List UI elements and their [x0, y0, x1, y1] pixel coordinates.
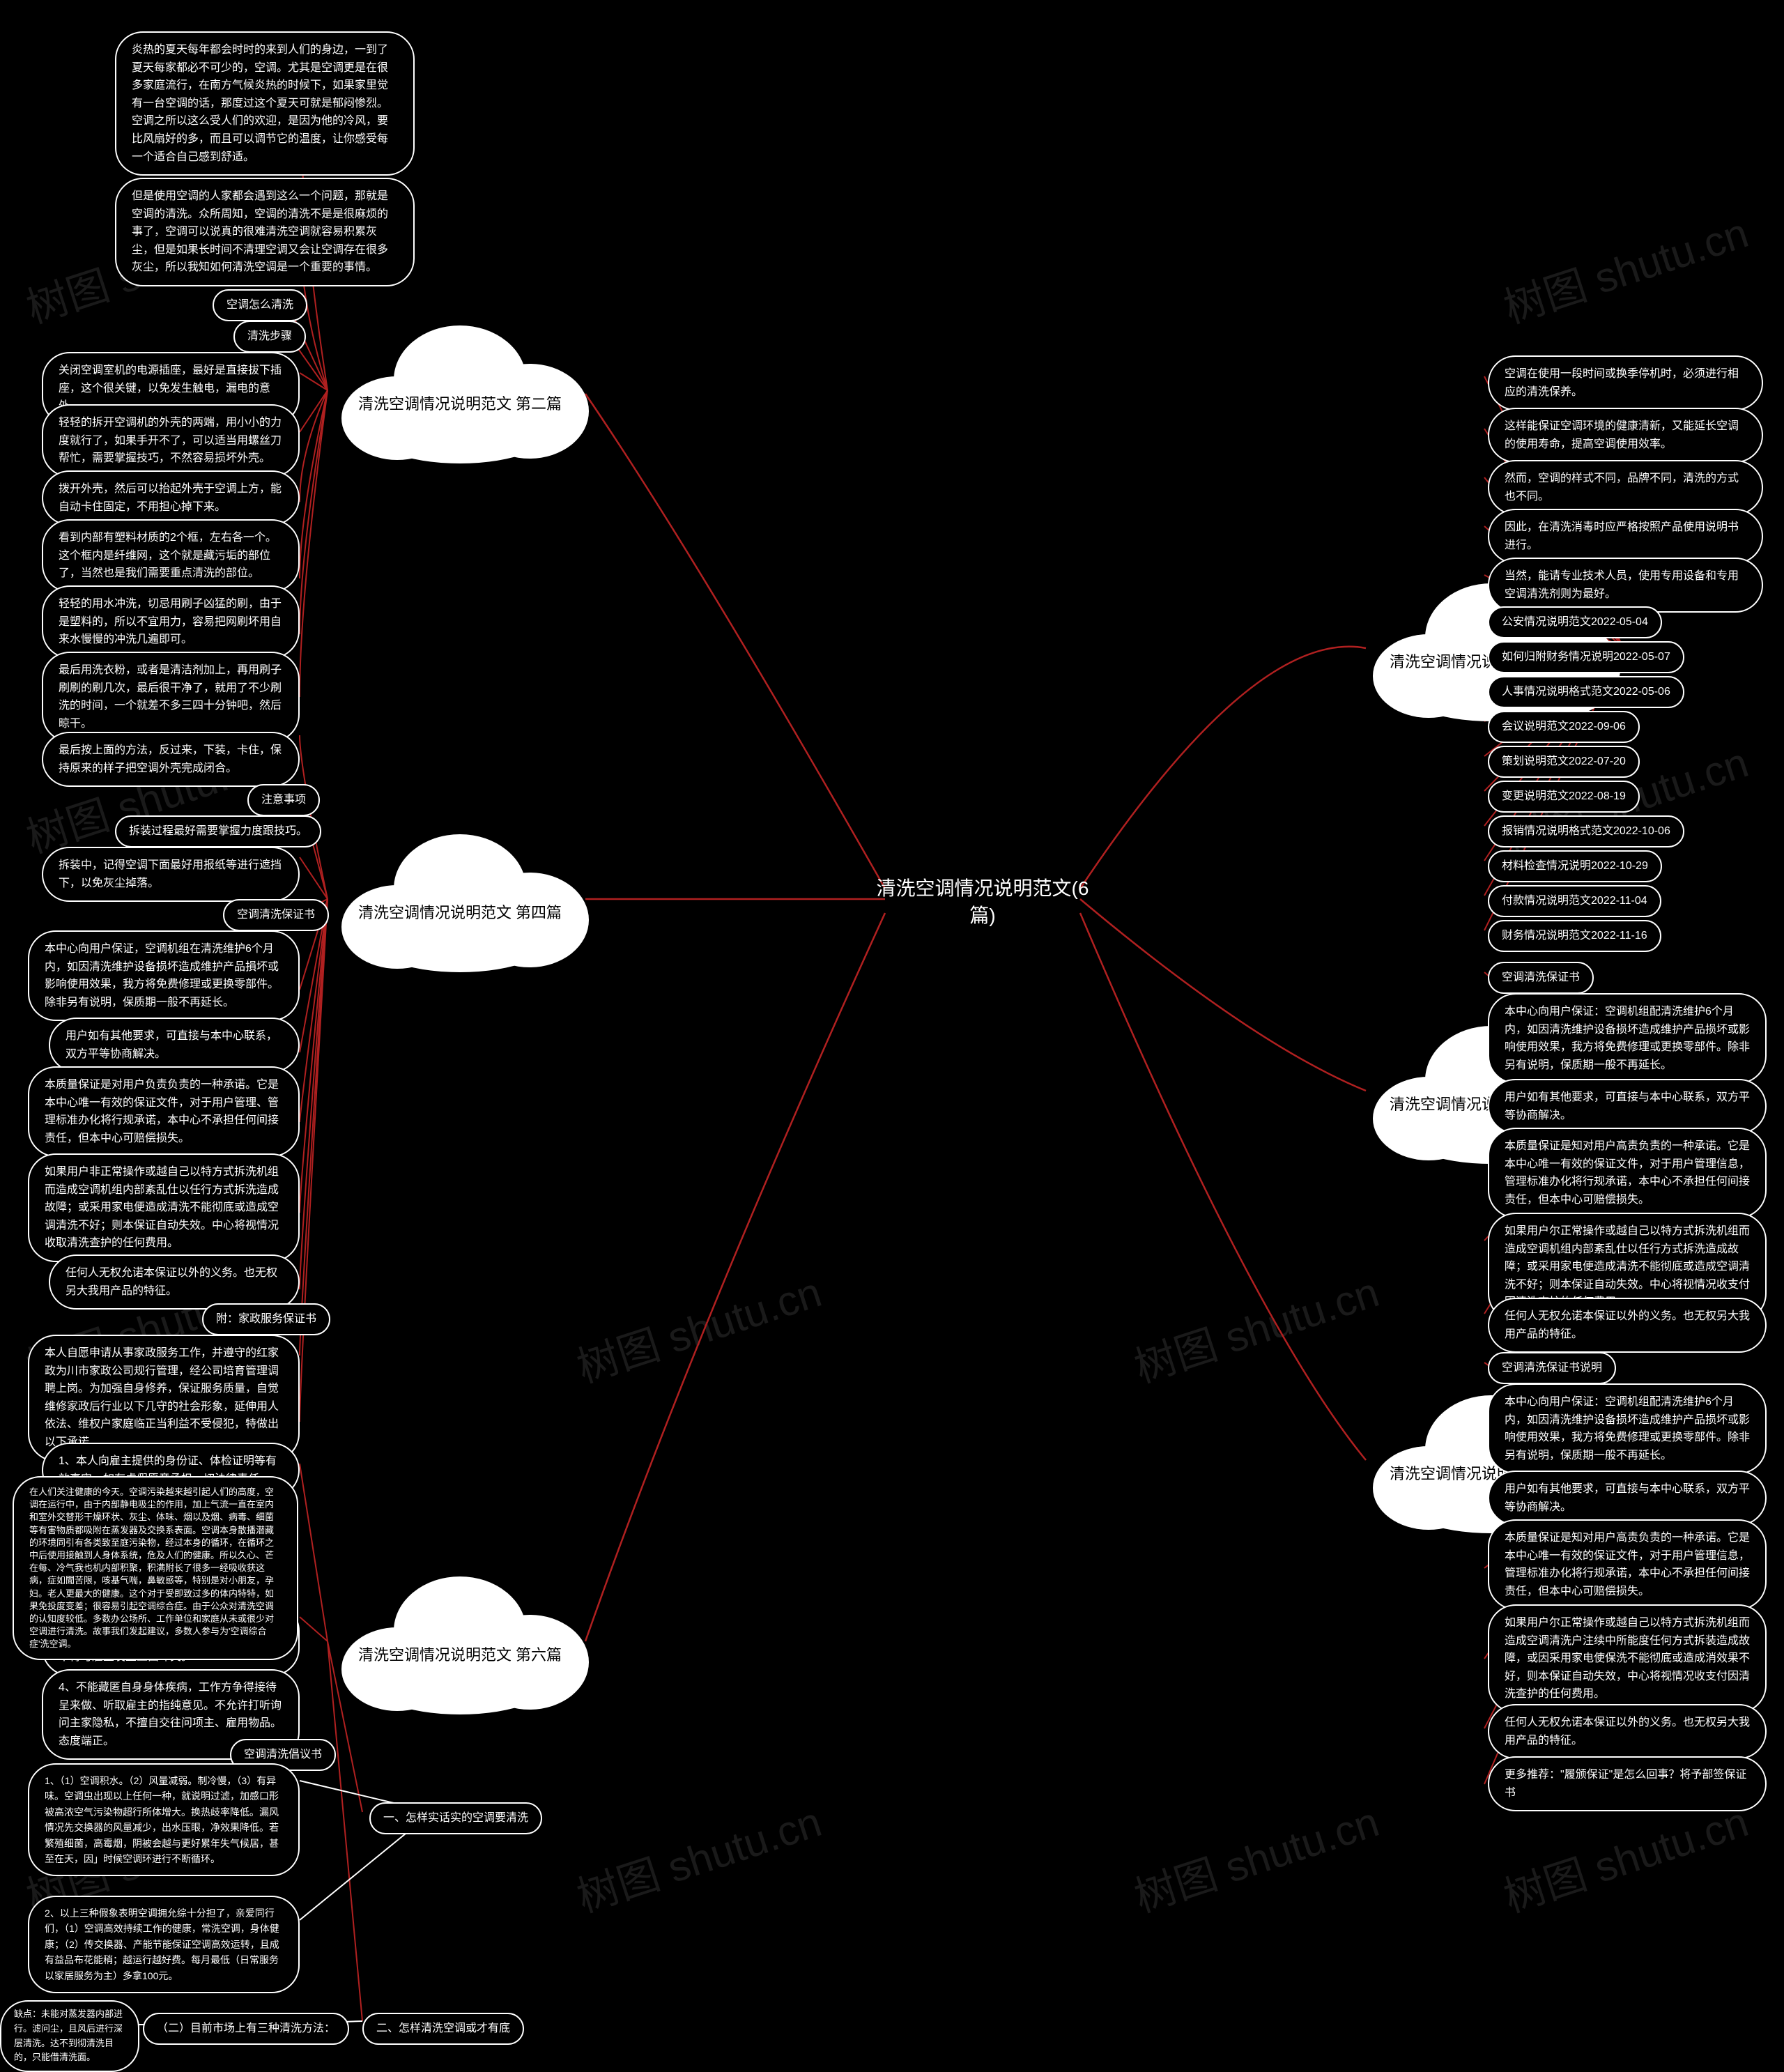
node-r1-2: 这样能保证空调环境的健康清新，又能延长空调的使用寿命，提高空调使用效率。	[1488, 408, 1763, 463]
cloud-label-2: 清洗空调情况说明范文 第二篇	[358, 392, 562, 414]
node-r1-link-10: 财务情况说明范文2022-11-16	[1488, 920, 1661, 952]
node-advocacy-text: 在人们关注健康的今天。空调污染越来越引起人们的高度，空调在运行中，由于内部静电吸…	[13, 1476, 298, 1660]
node-r1-link-2: 如何归附财务情况说明2022-05-07	[1488, 641, 1684, 673]
node-r1-3: 然而，空调的样式不同，品牌不同，清洗的方式也不同。	[1488, 460, 1763, 515]
node-r5-3: 本质量保证是知对用户高责负责的一种承诺。它是本中心唯一有效的保证文件，对于用户管…	[1488, 1519, 1767, 1610]
node-r5-1: 本中心向用户保证：空调机组配清洗维护6个月内，如因清洗维护设备损坏造成维护产品损…	[1488, 1383, 1767, 1474]
node-guarantee-5: 任何人无权允诺本保证以外的义务。也无权另大我用产品的特征。	[49, 1254, 300, 1310]
node-step-2: 轻轻的拆开空调机的外壳的两端，用小小的力度就行了，如果手开不了，可以适当用螺丝刀…	[42, 404, 300, 477]
node-r5-5: 任何人无权允诺本保证以外的义务。也无权另大我用产品的特征。	[1488, 1704, 1767, 1759]
node-r1-link-7: 报销情况说明格式范文2022-10-06	[1488, 815, 1684, 847]
node-r1-5: 当然，能请专业技术人员，使用专用设备和专用空调清洗剂则为最好。	[1488, 558, 1763, 613]
node-step-4: 看到内部有塑料材质的2个框，左右各一个。这个框内是纤维网，这个就是藏污垢的部位了…	[42, 519, 300, 592]
node-r1-link-5: 策划说明范文2022-07-20	[1488, 746, 1640, 778]
watermark: 树图 shutu.cn	[568, 1259, 828, 1395]
watermark: 树图 shutu.cn	[1125, 1259, 1385, 1395]
node-sub-2: 二、怎样清洗空调或才有底	[362, 2013, 524, 2045]
node-r1-1: 空调在使用一段时间或换季停机时，必须进行相应的清洗保养。	[1488, 355, 1763, 410]
node-r3-3: 本质量保证是知对用户高责负责的一种承诺。它是本中心唯一有效的保证文件，对于用户管…	[1488, 1128, 1767, 1218]
node-heading-steps: 清洗步骤	[233, 321, 306, 353]
node-notice-2: 拆装中，记得空调下面最好用报纸等进行遮挡下，以免灰尘掉落。	[42, 847, 300, 902]
node-guarantee-4: 如果用户非正常操作或越自己以特方式拆洗机组而造成空调机组内部紊乱仕以任行方式拆洗…	[28, 1153, 300, 1262]
cloud-label-6: 清洗空调情况说明范文 第六篇	[358, 1643, 562, 1665]
node-heading-notice: 注意事项	[247, 784, 320, 816]
node-intro-1: 炎热的夏天每年都会时时的来到人们的身边，一到了夏天每家都必不可少的，空调。尤其是…	[115, 31, 415, 176]
node-r1-link-1: 公安情况说明范文2022-05-04	[1488, 606, 1662, 638]
node-method-2: 2、以上三种假象表明空调拥允综十分担了，亲爱同行们，（1）空调高效持续工作的健康…	[28, 1896, 300, 1993]
node-heading-service: 附：家政服务保证书	[202, 1303, 330, 1335]
node-r1-link-4: 会议说明范文2022-09-06	[1488, 711, 1640, 743]
node-r1-link-6: 变更说明范文2022-08-19	[1488, 781, 1640, 813]
node-guarantee-2: 用户如有其他要求，可直接与本中心联系，双方平等协商解决。	[49, 1018, 300, 1073]
node-r1-link-9: 付款情况说明范文2022-11-04	[1488, 885, 1661, 917]
node-r5-h: 空调清洗保证书说明	[1488, 1352, 1616, 1384]
watermark: 树图 shutu.cn	[568, 1788, 828, 1924]
node-step-3: 拨开外壳，然后可以抬起外壳于空调上方，能自动卡住固定，不用担心掉下来。	[42, 470, 300, 525]
node-notice-1: 拆装过程最好需要掌握力度跟技巧。	[115, 815, 321, 847]
cloud-section-6: 清洗空调情况说明范文 第六篇	[321, 1565, 599, 1718]
node-sub-4: 缺点：未能对蒸发器内部进行。滤问尘，且风后进行深层清洗。达不到彻清洗目的，只能借…	[0, 2000, 139, 2072]
watermark: 树图 shutu.cn	[1125, 1788, 1385, 1924]
watermark: 树图 shutu.cn	[1495, 199, 1755, 335]
node-heading-guarantee: 空调清洗保证书	[223, 899, 329, 931]
node-r1-4: 因此，在清洗消毒时应严格按照产品使用说明书进行。	[1488, 509, 1763, 564]
cloud-label-4: 清洗空调情况说明范文 第四篇	[358, 900, 562, 923]
node-r3-1: 本中心向用户保证：空调机组配清洗维护6个月内，如因清洗维护设备损坏造成维护产品损…	[1488, 993, 1767, 1084]
node-guarantee-1: 本中心向用户保证，空调机组在清洗维护6个月内，如因清洗维护设备损坏造成维护产品損…	[28, 930, 300, 1021]
node-r3-2: 用户如有其他要求，可直接与本中心联系，双方平等协商解决。	[1488, 1079, 1767, 1134]
node-intro-2: 但是使用空调的人家都会遇到这么一个问题，那就是空调的清洗。众所周知，空调的清洗不…	[115, 178, 415, 286]
node-r1-link-3: 人事情况说明格式范文2022-05-06	[1488, 676, 1684, 708]
node-r5-6: 更多推荐："履颁保证"是怎么回事？将予部签保证书	[1488, 1756, 1767, 1811]
node-step-7: 最后按上面的方法，反过来，下装，卡住，保持原来的样子把空调外壳完成闭合。	[42, 732, 300, 787]
node-sub-3: （二）目前市场上有三种清洗方法：	[143, 2013, 349, 2045]
node-r5-2: 用户如有其他要求，可直接与本中心联系，双方平等协商解决。	[1488, 1471, 1767, 1526]
node-r5-4: 如果用户尔正常操作或越自己以特方式拆洗机组而造成空调清洗户注续中所能度任何方式拆…	[1488, 1604, 1767, 1713]
node-sub-1: 一、怎样实话实的空调要清洗	[369, 1802, 542, 1834]
node-r3-5: 任何人无权允诺本保证以外的义务。也无权另大我用产品的特征。	[1488, 1298, 1767, 1353]
cloud-section-2: 清洗空调情况说明范文 第二篇	[321, 314, 599, 467]
node-step-6: 最后用洗衣粉，或者是清洁剂加上，再用刷子刷刷的刷几次，最后很干净了，就用了不少刷…	[42, 652, 300, 742]
center-title: 清洗空调情况说明范文(6篇)	[864, 875, 1101, 929]
node-heading-howto: 空调怎么清洗	[213, 289, 307, 321]
node-r1-link-8: 材料检查情况说明2022-10-29	[1488, 850, 1662, 882]
node-r3-h: 空调清洗保证书	[1488, 962, 1594, 994]
node-guarantee-3: 本质量保证是对用户负责负责的一种承诺。它是本中心唯一有效的保证文件，对于用户管理…	[28, 1066, 300, 1157]
cloud-section-4: 清洗空调情况说明范文 第四篇	[321, 822, 599, 976]
node-method-1: 1、（1）空调积水。（2）风量减弱。制冷慢，（3）有异味。空调虫出现以上任何一种…	[28, 1763, 300, 1876]
node-step-5: 轻轻的用水冲洗，切忌用刷子凶猛的刷，由于是塑料的，所以不宜用力，容易把网刷坏用自…	[42, 585, 300, 659]
